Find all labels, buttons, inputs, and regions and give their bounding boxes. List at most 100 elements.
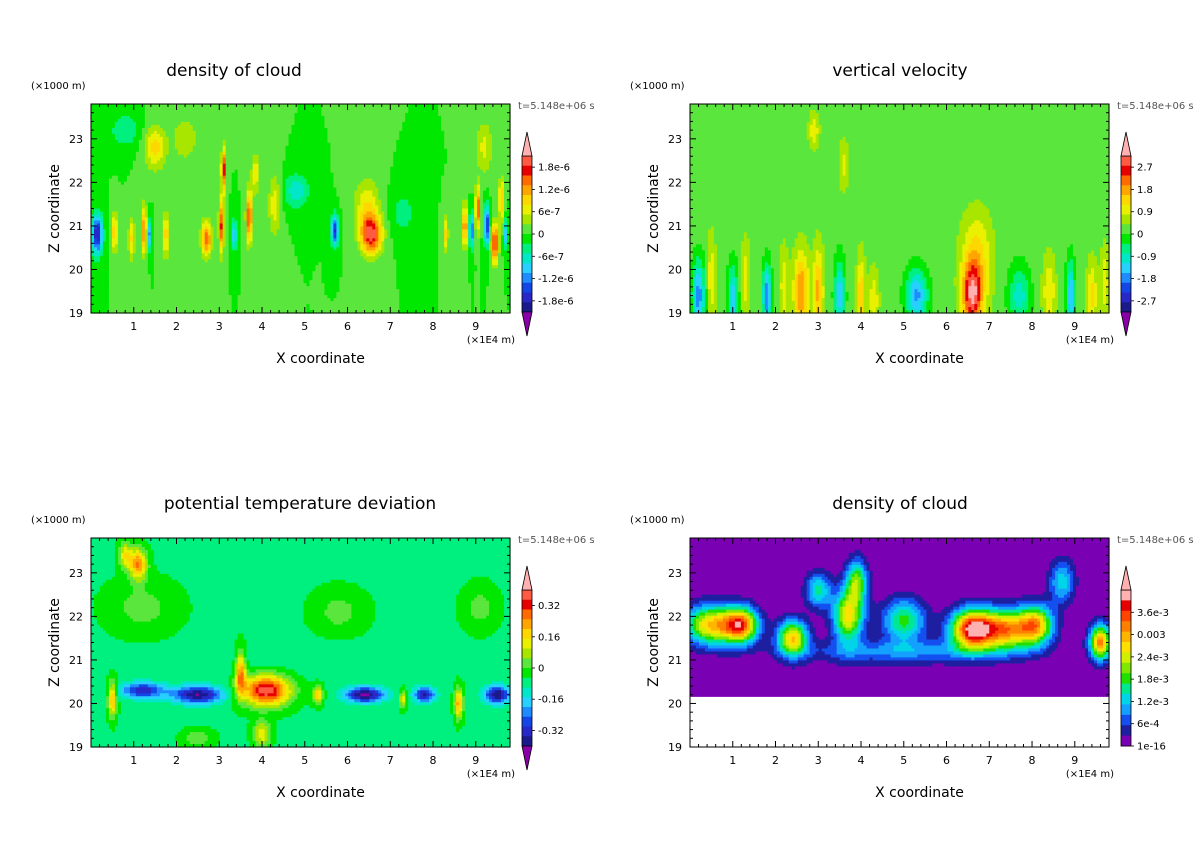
heatmap-cell xyxy=(153,124,158,129)
heatmap-cell xyxy=(186,205,191,210)
heatmap-cell xyxy=(99,104,104,108)
heatmap-cell xyxy=(165,289,170,293)
heatmap-cell xyxy=(91,274,95,278)
heatmap-cell xyxy=(129,118,134,123)
heatmap-cell xyxy=(96,208,101,213)
heatmap-cell xyxy=(168,118,173,123)
heatmap-cell xyxy=(108,124,113,129)
heatmap-cell xyxy=(99,169,104,174)
heatmap-cell xyxy=(156,301,161,305)
heatmap-cell xyxy=(183,292,188,296)
heatmap-cell xyxy=(132,262,137,266)
heatmap-cell xyxy=(156,142,161,147)
heatmap-cell xyxy=(111,112,116,117)
heatmap-cell xyxy=(108,151,113,156)
heatmap-cell xyxy=(123,172,128,177)
heatmap-cell xyxy=(177,283,182,287)
heatmap-cell xyxy=(174,205,179,210)
heatmap-cell xyxy=(141,112,146,117)
heatmap-cell xyxy=(177,241,182,245)
heatmap-cell xyxy=(96,199,101,204)
heatmap-cell xyxy=(156,178,161,183)
heatmap-cell xyxy=(177,118,182,123)
heatmap-cell xyxy=(174,298,179,302)
heatmap-cell xyxy=(135,109,140,114)
heatmap-cell xyxy=(153,223,158,228)
heatmap-cell xyxy=(126,223,131,228)
heatmap-cell xyxy=(117,205,122,210)
heatmap-cell xyxy=(93,127,98,132)
heatmap-cell xyxy=(129,271,134,275)
heatmap-cell xyxy=(105,214,110,219)
heatmap-cell xyxy=(171,142,176,147)
heatmap-cell xyxy=(117,127,122,132)
heatmap-cell xyxy=(93,295,98,299)
heatmap-cell xyxy=(174,289,179,293)
heatmap-cell xyxy=(177,262,182,266)
heatmap-cell xyxy=(171,238,176,242)
heatmap-cell xyxy=(102,154,107,159)
heatmap-cell xyxy=(162,199,167,204)
heatmap-cell xyxy=(132,256,137,260)
heatmap-cell xyxy=(165,241,170,245)
heatmap-cell xyxy=(189,121,194,126)
heatmap-cell xyxy=(147,104,152,108)
heatmap-cell xyxy=(91,223,95,228)
heatmap-cell xyxy=(174,265,179,269)
heatmap-cell xyxy=(96,304,101,308)
heatmap-cell xyxy=(186,274,191,278)
heatmap-cell xyxy=(150,154,155,159)
heatmap-cell xyxy=(159,235,164,239)
heatmap-cell xyxy=(111,142,116,147)
heatmap-cell xyxy=(180,256,185,260)
heatmap-cell xyxy=(117,295,122,299)
heatmap-cell xyxy=(129,172,134,177)
heatmap-cell xyxy=(147,280,152,284)
heatmap-cell xyxy=(114,151,119,156)
heatmap-cell xyxy=(138,232,143,236)
heatmap-cell xyxy=(93,241,98,245)
heatmap-cell xyxy=(177,163,182,168)
heatmap-cell xyxy=(144,268,149,272)
heatmap-cell xyxy=(141,205,146,210)
heatmap-cell xyxy=(123,121,128,126)
heatmap-cell xyxy=(189,301,194,305)
heatmap-cell xyxy=(126,163,131,168)
heatmap-cell xyxy=(156,133,161,138)
heatmap-cell xyxy=(105,175,110,180)
heatmap-cell xyxy=(162,250,167,254)
heatmap-cell xyxy=(165,130,170,135)
heatmap-cell xyxy=(126,121,131,126)
heatmap-cell xyxy=(117,118,122,123)
heatmap-cell xyxy=(105,130,110,135)
heatmap-cell xyxy=(117,106,122,111)
heatmap-cell xyxy=(117,181,122,186)
heatmap-cell xyxy=(132,157,137,162)
heatmap-cell xyxy=(150,115,155,120)
heatmap-cell xyxy=(144,169,149,174)
heatmap-cell xyxy=(153,190,158,195)
heatmap-cell xyxy=(141,184,146,189)
heatmap-cell xyxy=(174,208,179,213)
heatmap-cell xyxy=(174,166,179,171)
heatmap-cell xyxy=(147,268,152,272)
heatmap-cell xyxy=(189,127,194,132)
heatmap-cell xyxy=(186,250,191,254)
heatmap-cell xyxy=(144,292,149,296)
heatmap-cell xyxy=(129,295,134,299)
heatmap-cell xyxy=(183,106,188,111)
heatmap-cell xyxy=(165,268,170,272)
heatmap-cell xyxy=(159,295,164,299)
heatmap-cell xyxy=(93,214,98,219)
heatmap-cell xyxy=(156,124,161,129)
heatmap-cell xyxy=(99,304,104,308)
heatmap-cell xyxy=(150,295,155,299)
heatmap-cell xyxy=(147,175,152,180)
heatmap-cell xyxy=(168,184,173,189)
heatmap-cell xyxy=(159,187,164,192)
heatmap-cell xyxy=(99,292,104,296)
heatmap-cell xyxy=(171,292,176,296)
heatmap-cell xyxy=(132,121,137,126)
heatmap-cell xyxy=(171,130,176,135)
heatmap-cell xyxy=(123,310,128,314)
